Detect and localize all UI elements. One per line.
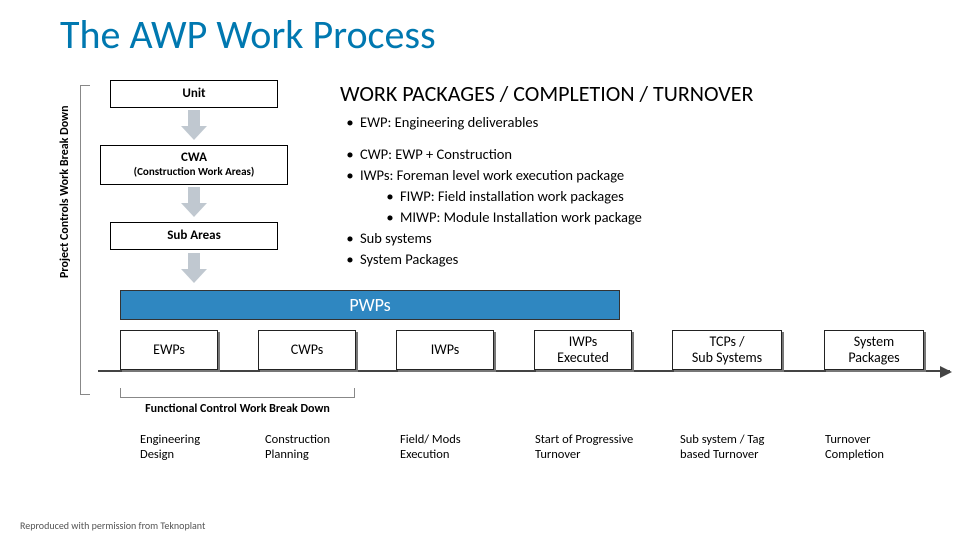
footer-credit: Reproduced with permission from Teknopla…: [20, 519, 205, 532]
horizontal-label: Functional Control Work Break Down: [120, 402, 355, 416]
box-cwa-line2: (Construction Work Areas): [134, 166, 255, 179]
box-subareas: Sub Areas: [110, 222, 278, 250]
flow-box-tcps: TCPs / Sub Systems: [672, 330, 782, 370]
bottom-col-2: Construction Planning: [265, 432, 375, 462]
flow-arrow-line: [98, 370, 950, 372]
flow-box-iwps: IWPs: [396, 330, 494, 370]
bullet-list-2: •CWP: EWP + Construction •IWPs: Foreman …: [340, 145, 900, 271]
bottom-col-4: Start of Progressive Turnover: [535, 432, 670, 462]
box-unit: Unit: [110, 80, 278, 108]
bullet-cwp: CWP: EWP + Construction: [360, 145, 512, 163]
bullet-subsys: Sub systems: [360, 229, 432, 247]
bullet-fiwp: FIWP: Field installation work packages: [400, 187, 624, 205]
flow-box-cwps: CWPs: [258, 330, 356, 370]
bottom-col-1: Engineering Design: [140, 432, 250, 462]
flow-box-iwps-exec: IWPs Executed: [534, 330, 632, 370]
section-heading: WORK PACKAGES / COMPLETION / TURNOVER: [340, 80, 753, 107]
vertical-bracket: [80, 85, 90, 395]
flow-box-ewps: EWPs: [120, 330, 218, 370]
bullet-syspkg: System Packages: [360, 250, 458, 268]
box-cwa: CWA (Construction Work Areas): [100, 145, 288, 185]
flow-box-syspkg: System Packages: [824, 330, 924, 370]
vertical-axis-label: Project Controls Work Break Down: [58, 105, 72, 278]
bottom-col-5: Sub system / Tag based Turnover: [680, 432, 810, 462]
bullet-list: •EWP: Engineering deliverables: [340, 113, 900, 134]
box-cwa-line1: CWA: [181, 151, 207, 166]
bullet-iwps: IWPs: Foreman level work execution packa…: [360, 166, 624, 184]
bullet-miwp: MIWP: Module Installation work package: [400, 208, 642, 226]
bottom-col-3: Field/ Mods Execution: [400, 432, 520, 462]
bullet-ewp: EWP: Engineering deliverables: [360, 113, 538, 131]
page-title: The AWP Work Process: [60, 10, 436, 59]
horizontal-bracket: [120, 388, 355, 398]
bottom-col-6: Turnover Completion: [825, 432, 935, 462]
pwps-bar: PWPs: [120, 290, 620, 320]
